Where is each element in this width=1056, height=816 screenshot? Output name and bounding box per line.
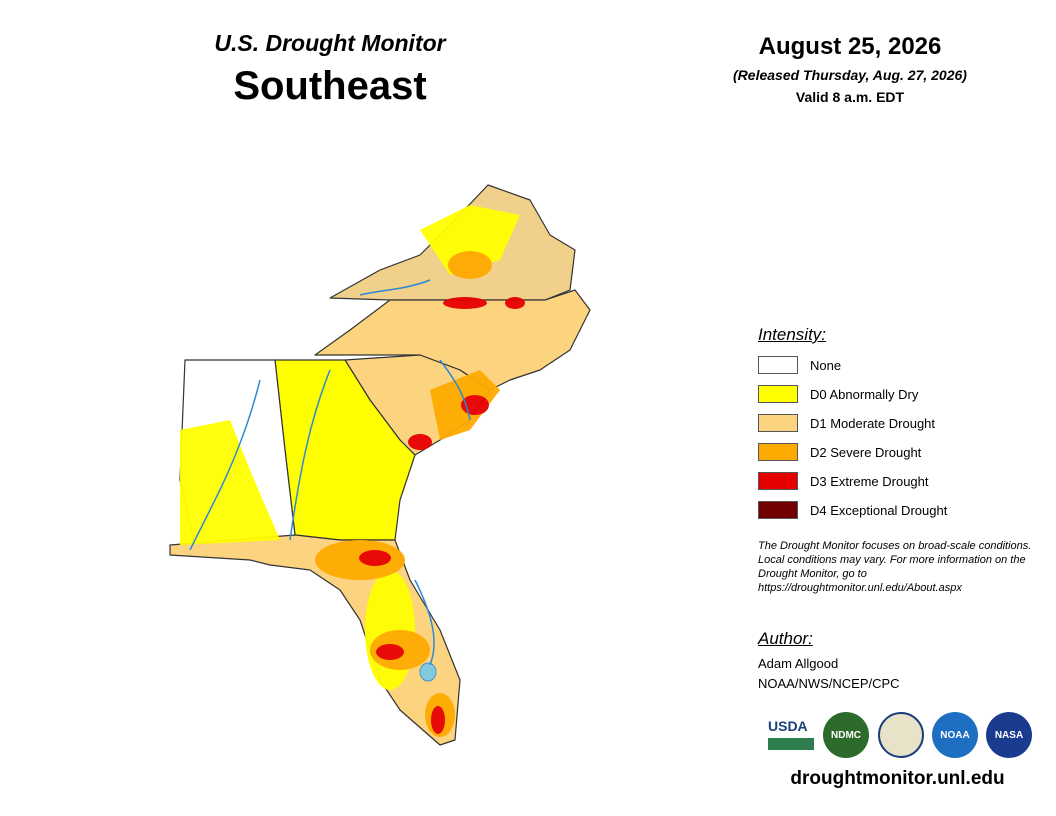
legend-item: D4 Exceptional Drought [758, 500, 947, 520]
d3-area [461, 395, 489, 415]
river [289, 369, 331, 541]
river [414, 579, 435, 666]
d3-area [505, 297, 525, 309]
logo-noaa: NOAA [932, 712, 978, 758]
note: The Drought Monitor focuses on broad-sca… [758, 540, 1032, 594]
url[interactable]: droughtmonitor.unl.edu [790, 768, 1005, 789]
legend-title: Intensity: [758, 325, 827, 344]
d3-area [443, 297, 487, 309]
legend-swatch [758, 385, 798, 403]
legend-swatch [758, 356, 798, 374]
legend-swatch [758, 443, 798, 461]
released: (Released Thursday, Aug. 27, 2026) [733, 67, 967, 83]
d3-area [359, 550, 391, 566]
d3-area [431, 706, 445, 734]
legend-label: D3 Extreme Drought [810, 473, 929, 489]
author-title: Author: [758, 629, 813, 648]
legend-item: None [758, 355, 841, 375]
d3-area [376, 644, 404, 660]
logo-usda-band [768, 738, 814, 750]
lake [419, 662, 437, 682]
logo-ndmc: NDMC [823, 712, 869, 758]
legend-label: D0 Abnormally Dry [810, 386, 919, 402]
logo-commerce [878, 712, 924, 758]
river [359, 279, 431, 296]
date: August 25, 2026 [758, 33, 942, 60]
legend-swatch [758, 414, 798, 432]
legend-label: D1 Moderate Drought [810, 415, 936, 431]
legend-item: D1 Moderate Drought [758, 413, 935, 433]
legend-label: D2 Severe Drought [810, 444, 922, 460]
legend-item: D0 Abnormally Dry [758, 384, 918, 404]
title: U.S. Drought Monitor [214, 30, 446, 56]
valid: Valid 8 a.m. EDT [795, 89, 905, 105]
region: Southeast [233, 64, 427, 108]
legend-item: D3 Extreme Drought [758, 471, 929, 491]
legend-item: D2 Severe Drought [758, 442, 921, 462]
logo-usda: USDA [768, 718, 808, 734]
d2-area [448, 251, 492, 279]
d0-area [180, 420, 280, 545]
logo-nasa: NASA [986, 712, 1032, 758]
d3-area [408, 434, 432, 450]
d0-area [365, 570, 415, 690]
d0-area [420, 205, 520, 275]
author-org: NOAA/NWS/NCEP/CPC [758, 676, 900, 691]
river [439, 359, 471, 421]
legend-label: None [810, 357, 842, 373]
map [169, 184, 591, 746]
legend-label: D4 Exceptional Drought [810, 502, 948, 518]
river [189, 379, 261, 551]
author-name: Adam Allgood [758, 656, 839, 671]
legend-swatch [758, 501, 798, 519]
legend-swatch [758, 472, 798, 490]
